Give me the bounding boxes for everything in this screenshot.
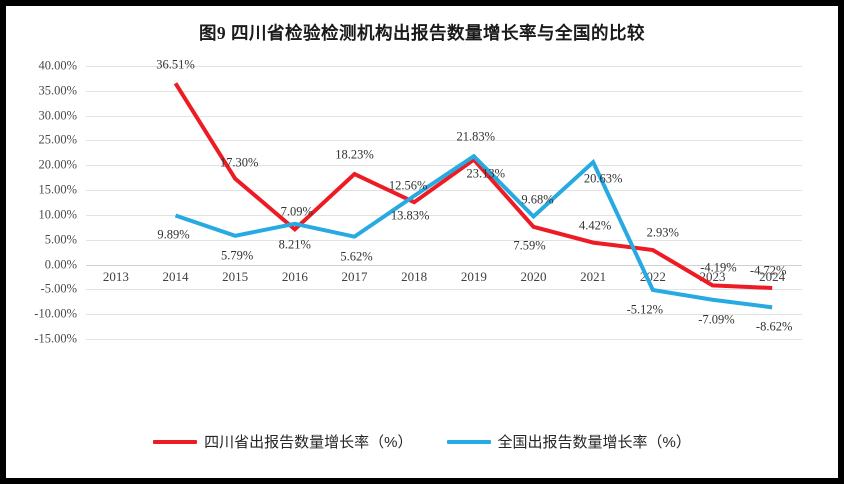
series-line: [173, 82, 773, 290]
chart-title: 图9 四川省检验检测机构出报告数量增长率与全国的比较: [198, 23, 646, 43]
y-axis-tick-label: 0.00%: [44, 257, 77, 272]
data-point-label: -7.09%: [698, 312, 735, 327]
data-point-label: -8.62%: [755, 319, 793, 334]
y-axis-tick-label: 20.00%: [38, 157, 77, 172]
x-axis-tick-label: 2014: [162, 268, 189, 284]
gridline: [86, 214, 802, 216]
y-axis-tick-label: -5.00%: [40, 281, 77, 296]
gridline: [86, 140, 802, 142]
x-axis-tick-label: 2018: [401, 268, 428, 284]
x-axis-line: [86, 264, 802, 267]
y-axis-tick-label: 10.00%: [38, 207, 77, 222]
data-point-label: 13.83%: [390, 208, 430, 223]
x-axis-tick-label: 2017: [341, 268, 368, 284]
y-axis-tick-label: 30.00%: [38, 108, 77, 123]
gridline: [86, 239, 802, 241]
y-axis-tick-label: -10.00%: [34, 306, 77, 321]
x-axis-tick-label: 2016: [281, 268, 308, 284]
legend-swatch-icon: [446, 439, 491, 444]
legend-label: 全国出报告数量增长率（%）: [497, 434, 691, 451]
data-point-label: -4.72%: [749, 263, 787, 278]
series-lines: [173, 82, 773, 310]
gridline: [86, 314, 802, 316]
x-axis-tick-label: 2024: [759, 268, 786, 284]
y-axis-tick-label: 5.00%: [44, 232, 77, 247]
y-axis-tick-label: 25.00%: [38, 132, 77, 147]
data-point-label: 9.89%: [157, 227, 190, 242]
chart-legend: 四川省出报告数量增长率（%） 全国出报告数量增长率（%）: [6, 431, 838, 452]
x-axis-tick-label: 2021: [580, 268, 607, 284]
y-axis-tick-label: 15.00%: [38, 182, 77, 197]
data-point-label: 7.59%: [513, 238, 546, 253]
gridline: [86, 165, 802, 167]
x-axis-tick-label: 2019: [460, 268, 487, 284]
data-point-label: 4.42%: [579, 218, 612, 233]
data-point-label: -4.19%: [700, 260, 737, 275]
legend-swatch-icon: [153, 439, 198, 444]
data-point-label: 8.21%: [278, 237, 311, 252]
data-point-label: 9.68%: [521, 192, 554, 207]
y-axis-tick-label: 40.00%: [38, 58, 77, 73]
x-axis-tick-label: 2013: [102, 268, 129, 284]
chart-frame: 图9 四川省检验检测机构出报告数量增长率与全国的比较 40.00% 35.00% 3…: [6, 6, 838, 478]
data-point-label: 21.83%: [456, 129, 496, 144]
legend-item-sichuan[interactable]: 四川省出报告数量增长率（%）: [153, 431, 413, 452]
x-axis-tick-label: 2020: [520, 268, 547, 284]
data-point-label: 20.63%: [583, 171, 623, 186]
data-point-label: 2.93%: [646, 225, 679, 240]
legend-label: 四川省出报告数量增长率（%）: [204, 434, 413, 451]
data-point-label: 12.56%: [388, 178, 428, 193]
data-point-label: 36.51%: [156, 57, 195, 72]
data-point-label: 5.62%: [340, 249, 373, 264]
data-point-label: -5.12%: [626, 302, 664, 317]
gridline: [86, 339, 802, 340]
data-point-label: 18.23%: [335, 147, 374, 162]
data-point-label: 5.79%: [221, 248, 254, 263]
plot-area: 40.00% 35.00% 30.00% 25.00% 20.00% 15.00% 10.0…: [34, 58, 802, 346]
data-point-label: 17.30%: [219, 155, 259, 170]
gridline: [86, 289, 802, 291]
gridline: [86, 66, 802, 67]
gridline: [86, 90, 802, 92]
y-axis-tick-label: -15.00%: [34, 331, 77, 346]
gridline: [86, 190, 802, 192]
legend-item-national[interactable]: 全国出报告数量增长率（%）: [446, 431, 691, 452]
gridline: [86, 115, 802, 117]
data-point-label: 23.13%: [466, 166, 506, 181]
y-axis-tick-label: 35.00%: [38, 83, 77, 98]
x-axis-tick-label: 2015: [222, 268, 249, 284]
series-line: [174, 153, 773, 310]
data-point-label: 7.09%: [280, 204, 313, 219]
